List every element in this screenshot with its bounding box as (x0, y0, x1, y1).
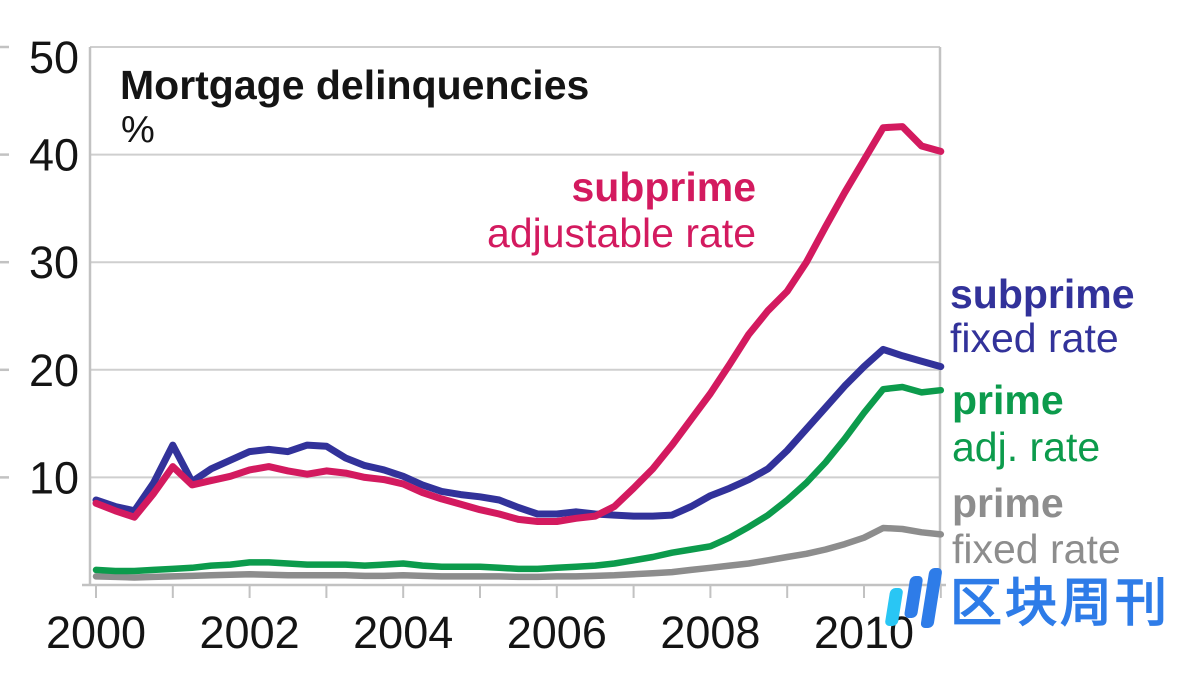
x-axis-label-2006: 2006 (507, 607, 607, 658)
axis-layer (0, 45, 946, 598)
x-axis-label-2002: 2002 (200, 607, 300, 658)
logo-bar-blue-mid (904, 576, 923, 618)
label-prime-adjustable: prime adj. rate (952, 377, 1100, 470)
chart-unit-label: % (121, 109, 155, 151)
series-layer (92, 123, 945, 581)
label-subprime-adjustable-line2: adjustable rate (487, 210, 756, 256)
label-subprime-fixed-line1: subprime (950, 271, 1135, 317)
label-subprime-adjustable: subprime adjustable rate (487, 164, 756, 256)
label-prime-fixed: prime fixed rate (952, 480, 1121, 572)
y-axis-label-30: 30 (29, 237, 79, 288)
label-prime-fixed-line2: fixed rate (952, 526, 1121, 572)
label-subprime-adjustable-line1: subprime (571, 164, 756, 210)
label-prime-adjustable-line1: prime (952, 377, 1064, 423)
x-axis-label-2000: 2000 (46, 607, 146, 658)
label-subprime-fixed: subprime fixed rate (950, 271, 1135, 361)
series-line-subprime-adjustable-rate (92, 123, 945, 525)
label-prime-fixed-line1: prime (952, 480, 1064, 526)
logo-bar-cyan (885, 588, 903, 626)
series-line-subprime-fixed-rate (92, 345, 945, 520)
logo-bar-blue-tall (920, 568, 942, 628)
watermark-logo: 区块周刊 (885, 568, 1170, 633)
x-axis-label-2004: 2004 (353, 607, 453, 658)
series-line-prime-adj-rate (92, 383, 945, 575)
y-axis-label-10: 10 (29, 452, 79, 503)
bar-chart-logo-icon (885, 568, 942, 628)
watermark-text: 区块周刊 (950, 575, 1170, 633)
grid-layer (90, 46, 940, 479)
label-prime-adjustable-line2: adj. rate (952, 424, 1100, 470)
x-axis-label-2008: 2008 (660, 607, 760, 658)
y-axis-label-20: 20 (29, 345, 79, 396)
y-axis-label-50: 50 (29, 32, 79, 83)
series-line-prime-fixed-rate (92, 524, 945, 581)
label-subprime-fixed-line2: fixed rate (950, 315, 1119, 361)
y-axis-label-40: 40 (29, 130, 79, 181)
chart-title: Mortgage delinquencies (120, 62, 589, 108)
